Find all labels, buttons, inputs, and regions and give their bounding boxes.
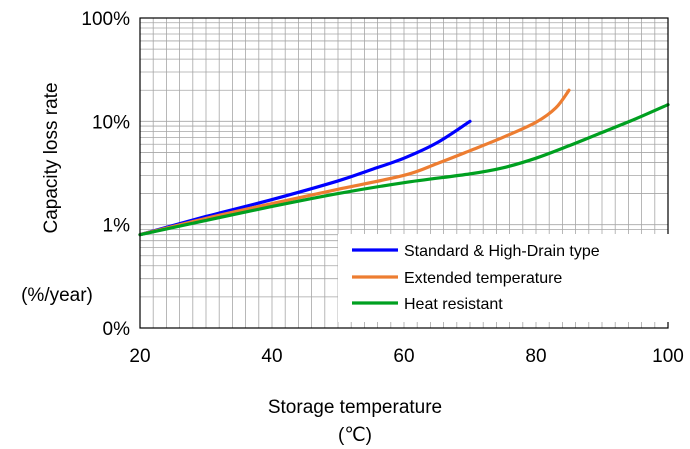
x-axis-title: Storage temperature [268,397,442,418]
legend-label-heat-resistant: Heat resistant [404,296,503,313]
series-line-heat-resistant [138,103,670,237]
x-tick-label: 40 [261,346,282,367]
y-tick-label: 1% [103,216,131,237]
y-tick-label: 100% [81,9,130,30]
x-axis-unit: (℃) [338,425,372,446]
legend-label-standard: Standard & High-Drain type [404,243,600,260]
series-lines [138,88,670,237]
series-line-extended [138,88,571,237]
y-tick-label: 10% [92,112,130,133]
x-tick-label: 20 [129,346,150,367]
y-axis-title: Capacity loss rate [41,82,62,233]
plot-area-frame [139,17,669,329]
y-tick-label: 0% [103,319,131,340]
y-axis-unit: (%/year) [21,285,93,306]
x-tick-label: 100 [652,346,684,367]
series-line-standard [138,119,472,237]
tick-labels: 20 40 60 80 100 0% 1% 10% 100% [81,9,683,367]
x-tick-label: 60 [393,346,414,367]
legend: Standard & High-Drain type Extended temp… [338,234,670,322]
legend-label-extended: Extended temperature [404,270,562,287]
x-tick-label: 80 [525,346,546,367]
